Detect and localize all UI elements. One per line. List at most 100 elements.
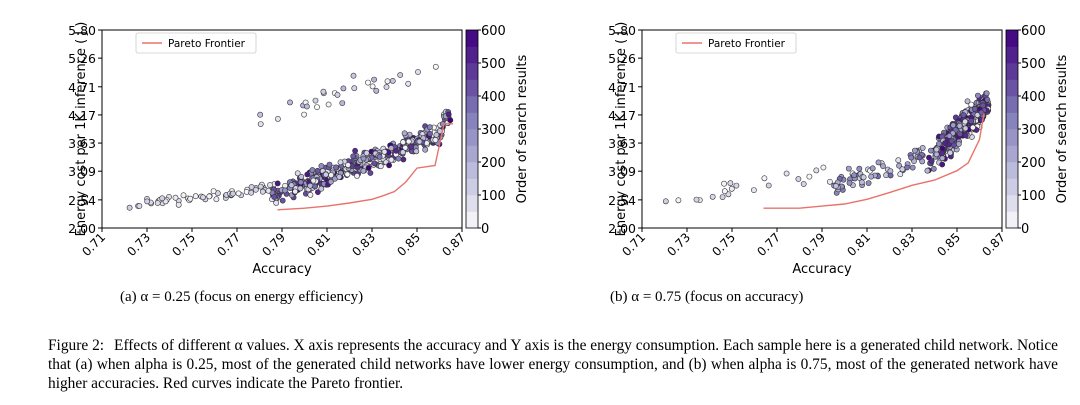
scatter-point bbox=[350, 153, 357, 160]
x-tick-label: 0.75 bbox=[169, 230, 198, 259]
x-tick-label: 0.79 bbox=[259, 230, 288, 259]
scatter-point bbox=[426, 124, 433, 131]
scatter-point bbox=[978, 109, 985, 116]
subcaption-a: (a) α = 0.25 (focus on energy efficiency… bbox=[120, 289, 364, 305]
scatter-point bbox=[383, 84, 390, 90]
colorbar-segment bbox=[1006, 162, 1018, 179]
colorbar-segment bbox=[1006, 96, 1018, 113]
x-tick-label: 0.79 bbox=[799, 230, 828, 259]
scatter-point bbox=[939, 155, 946, 161]
caption-text: Effects of different α values. X axis re… bbox=[48, 337, 1058, 392]
scatter-point bbox=[400, 156, 407, 163]
colorbar-tick-label: 300 bbox=[1021, 123, 1046, 138]
scatter-point bbox=[344, 171, 351, 178]
colorbar-segment bbox=[1006, 112, 1018, 130]
scatter-point bbox=[159, 195, 166, 202]
scatter-point bbox=[287, 99, 293, 106]
colorbar-segment bbox=[1006, 46, 1018, 64]
scatter-point bbox=[314, 167, 321, 174]
x-axis-label: Accuracy bbox=[792, 262, 852, 277]
colorbar-tick-label: 500 bbox=[1021, 57, 1046, 72]
scatter-point bbox=[896, 162, 902, 169]
scatter-point bbox=[312, 97, 319, 104]
colorbar-tick-label: 400 bbox=[481, 90, 506, 105]
colorbar-label: Order of search results bbox=[1055, 54, 1070, 203]
scatter-point bbox=[942, 140, 948, 147]
scatter-point bbox=[415, 69, 421, 75]
scatter-point bbox=[154, 200, 161, 206]
scatter-point bbox=[274, 116, 281, 122]
y-tick-label: 2.54 bbox=[608, 193, 636, 208]
colorbar-segment bbox=[466, 162, 478, 179]
scatter-point bbox=[851, 172, 857, 179]
colorbar-segment bbox=[1006, 30, 1018, 47]
scatter-point bbox=[721, 180, 727, 187]
scatter-point bbox=[408, 143, 414, 150]
scatter-point bbox=[783, 170, 790, 177]
scatter-point bbox=[806, 173, 813, 180]
colorbar-segment bbox=[1006, 178, 1018, 196]
colorbar-tick-label: 0 bbox=[481, 222, 489, 237]
x-tick-label: 0.75 bbox=[709, 230, 738, 259]
scatter-point bbox=[800, 181, 807, 187]
colorbar-segment bbox=[466, 96, 478, 113]
scatter-point bbox=[369, 83, 376, 90]
x-tick-label: 0.85 bbox=[934, 230, 963, 259]
y-tick-label: 4.71 bbox=[68, 80, 96, 95]
scatter-point bbox=[948, 138, 955, 144]
scatter-point bbox=[318, 185, 325, 192]
scatter-point bbox=[693, 196, 700, 203]
scatter-point bbox=[939, 145, 946, 152]
chart-b: 2.002.543.093.634.174.715.265.800.71 0.73… bbox=[608, 22, 1070, 277]
scatter-point bbox=[318, 163, 325, 169]
scatter-point bbox=[728, 185, 735, 192]
scatter-point bbox=[307, 191, 314, 198]
colorbar-segment bbox=[466, 112, 478, 130]
colorbar-tick-label: 600 bbox=[481, 24, 506, 39]
scatter-point bbox=[422, 146, 429, 153]
scatter-point bbox=[388, 145, 395, 151]
y-tick-label: 5.26 bbox=[608, 51, 636, 66]
scatter-point bbox=[393, 147, 400, 154]
x-tick-label: 0.77 bbox=[214, 230, 243, 259]
y-tick-label: 5.26 bbox=[68, 51, 96, 66]
scatter-point bbox=[895, 157, 902, 164]
y-axis-label: Energy cost per 1K inference ( J ) bbox=[74, 22, 89, 237]
scatter-point bbox=[397, 72, 404, 78]
scatter-point bbox=[350, 72, 357, 79]
scatter-point bbox=[206, 193, 213, 200]
scatter-point bbox=[248, 184, 255, 190]
scatter-point bbox=[727, 180, 734, 187]
scatter-point bbox=[333, 164, 339, 171]
scatter-point bbox=[340, 85, 347, 92]
scatter-point bbox=[126, 204, 133, 211]
scatter-point bbox=[386, 162, 392, 169]
scatter-point bbox=[924, 167, 931, 174]
scatter-point bbox=[721, 188, 728, 195]
colorbar-tick-label: 500 bbox=[481, 57, 506, 72]
scatter-point bbox=[860, 174, 867, 181]
y-axis-label: Energy cost per 1K inference ( J ) bbox=[614, 22, 629, 237]
scatter-point bbox=[908, 154, 915, 161]
subcaption-b: (b) α = 0.75 (focus on accuracy) bbox=[610, 289, 804, 305]
y-tick-label: 2.00 bbox=[68, 221, 96, 236]
scatter-point bbox=[334, 92, 341, 98]
scatter-point bbox=[309, 167, 316, 173]
scatter-point bbox=[405, 138, 412, 145]
scatter-point bbox=[310, 177, 317, 184]
scatter-point bbox=[399, 149, 406, 156]
colorbar-segment bbox=[466, 46, 478, 64]
scatter-point bbox=[235, 190, 242, 197]
scatter-point bbox=[267, 182, 273, 188]
scatter-point bbox=[919, 158, 926, 165]
x-tick-label: 0.77 bbox=[754, 230, 783, 259]
colorbar-segment bbox=[466, 178, 478, 196]
scatter-point bbox=[297, 179, 304, 186]
scatter-point bbox=[388, 156, 395, 163]
x-tick-label: 0.81 bbox=[844, 230, 873, 259]
x-tick-label: 0.73 bbox=[124, 230, 153, 259]
scatter-point bbox=[301, 111, 307, 118]
scatter-point bbox=[314, 189, 321, 195]
y-tick-label: 5.80 bbox=[68, 23, 96, 38]
colorbar-tick-label: 600 bbox=[1021, 24, 1046, 39]
